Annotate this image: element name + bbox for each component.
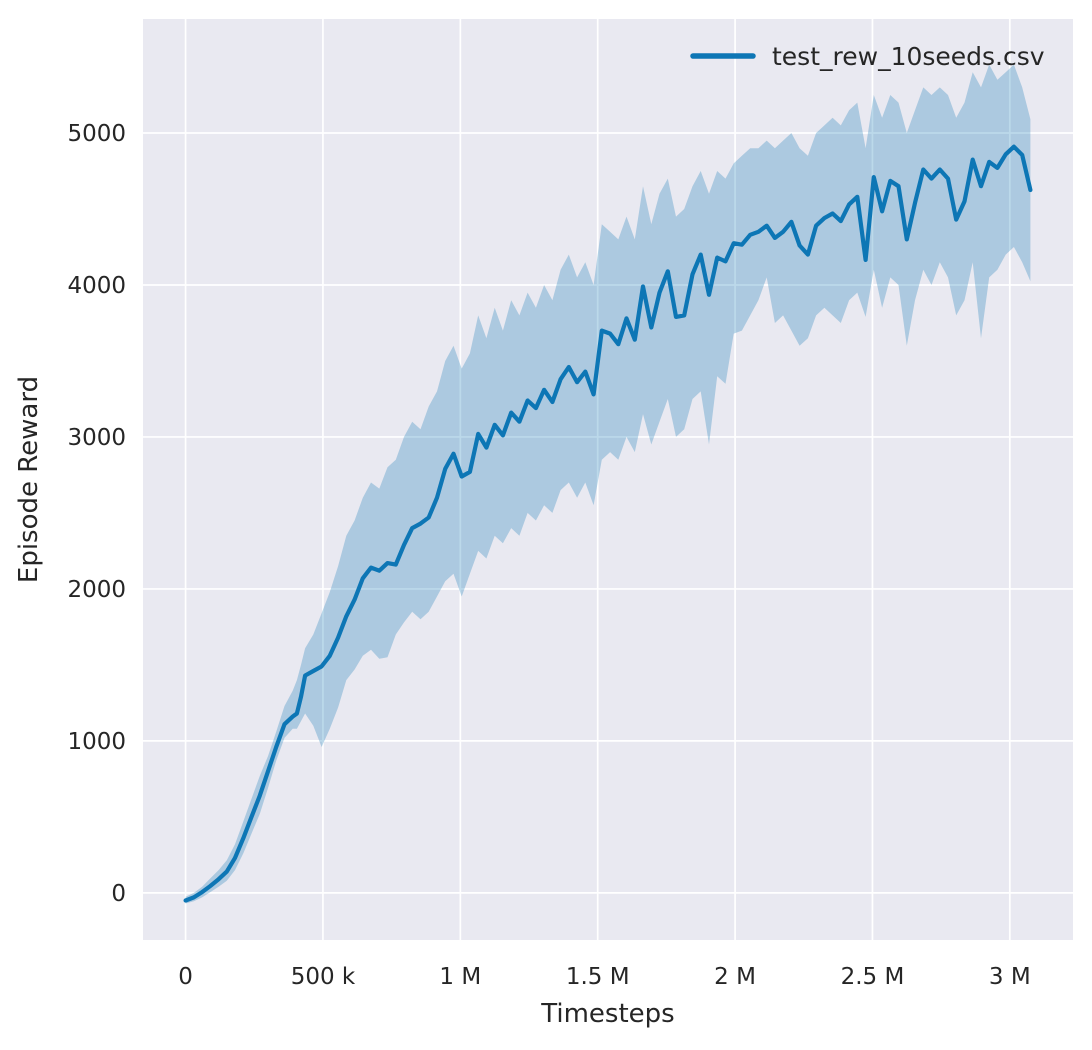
y-tick-label: 4000 xyxy=(67,273,126,299)
y-tick-label: 3000 xyxy=(67,425,126,451)
x-tick-label: 1.5 M xyxy=(566,964,630,990)
plot-area xyxy=(143,19,1073,940)
legend-label: test_rew_10seeds.csv xyxy=(772,42,1045,71)
y-tick-label: 0 xyxy=(111,881,126,907)
series-line xyxy=(183,144,1033,903)
x-tick-label: 0 xyxy=(178,964,193,990)
x-tick-label: 1 M xyxy=(439,964,481,990)
y-tick-label: 5000 xyxy=(67,121,126,147)
confidence-band xyxy=(185,64,1031,904)
x-tick-label: 2.5 M xyxy=(841,964,905,990)
y-tick-label: 1000 xyxy=(67,729,126,755)
x-tick-label: 3 M xyxy=(989,964,1031,990)
y-axis-label: Episode Reward xyxy=(14,376,44,583)
x-axis-label: Timesteps xyxy=(540,999,674,1029)
y-tick-label: 2000 xyxy=(67,577,126,603)
x-tick-label: 2 M xyxy=(714,964,756,990)
x-tick-label: 500 k xyxy=(291,964,356,990)
